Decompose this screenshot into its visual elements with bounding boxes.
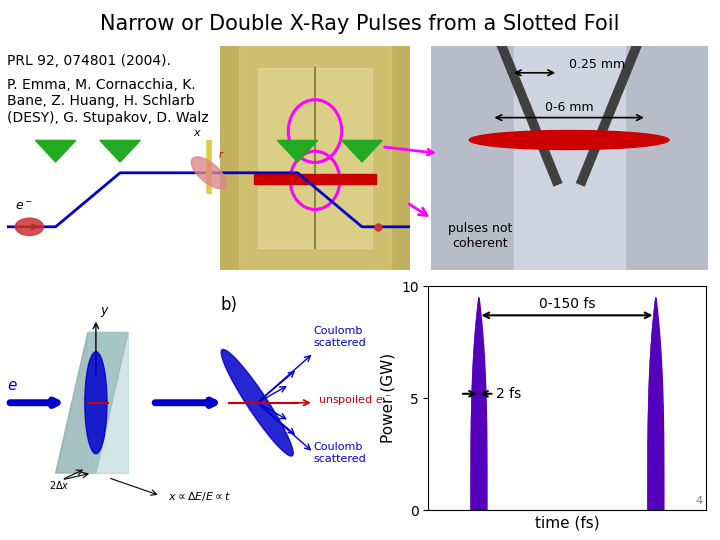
Text: Coulomb
scattered: Coulomb scattered	[314, 327, 366, 348]
Polygon shape	[342, 140, 382, 162]
Text: $e^-$: $e^-$	[15, 199, 34, 213]
Bar	[254, 174, 376, 184]
Text: b): b)	[220, 296, 238, 314]
Ellipse shape	[85, 352, 107, 454]
Ellipse shape	[192, 157, 226, 188]
Text: e: e	[7, 378, 17, 393]
Polygon shape	[100, 140, 140, 162]
Bar	[239, 46, 392, 270]
Polygon shape	[35, 140, 76, 162]
Bar	[514, 46, 625, 270]
Text: PRL 92, 074801 (2004).: PRL 92, 074801 (2004).	[7, 54, 171, 68]
Polygon shape	[55, 333, 128, 473]
Text: $x \propto \Delta E/E \propto t$: $x \propto \Delta E/E \propto t$	[168, 490, 232, 503]
Y-axis label: Power (GW): Power (GW)	[380, 353, 395, 443]
Text: 0-150 fs: 0-150 fs	[539, 297, 595, 311]
Text: 4: 4	[696, 496, 703, 506]
X-axis label: time (fs): time (fs)	[535, 516, 599, 531]
Text: 0-6 mm: 0-6 mm	[545, 102, 593, 114]
Text: unspoiled $e^-$: unspoiled $e^-$	[318, 394, 392, 408]
Polygon shape	[277, 140, 318, 162]
Bar	[258, 68, 372, 247]
Ellipse shape	[469, 131, 669, 150]
Text: 0.25 mm: 0.25 mm	[569, 58, 625, 71]
Text: pulses not
coherent: pulses not coherent	[449, 222, 513, 251]
Text: P. Emma, M. Cornacchia, K.
Bane, Z. Huang, H. Schlarb
(DESY), G. Stupakov, D. Wa: P. Emma, M. Cornacchia, K. Bane, Z. Huan…	[7, 78, 209, 125]
Text: 2 fs: 2 fs	[496, 387, 521, 401]
Text: y: y	[100, 304, 107, 318]
Text: r: r	[219, 150, 223, 160]
Text: Coulomb
scattered: Coulomb scattered	[314, 442, 366, 464]
Ellipse shape	[15, 218, 43, 235]
Text: $2\Delta x$: $2\Delta x$	[49, 479, 70, 491]
Text: x: x	[194, 128, 200, 138]
Ellipse shape	[221, 349, 293, 456]
Text: Narrow or Double X-Ray Pulses from a Slotted Foil: Narrow or Double X-Ray Pulses from a Slo…	[100, 14, 620, 33]
Polygon shape	[88, 333, 128, 473]
